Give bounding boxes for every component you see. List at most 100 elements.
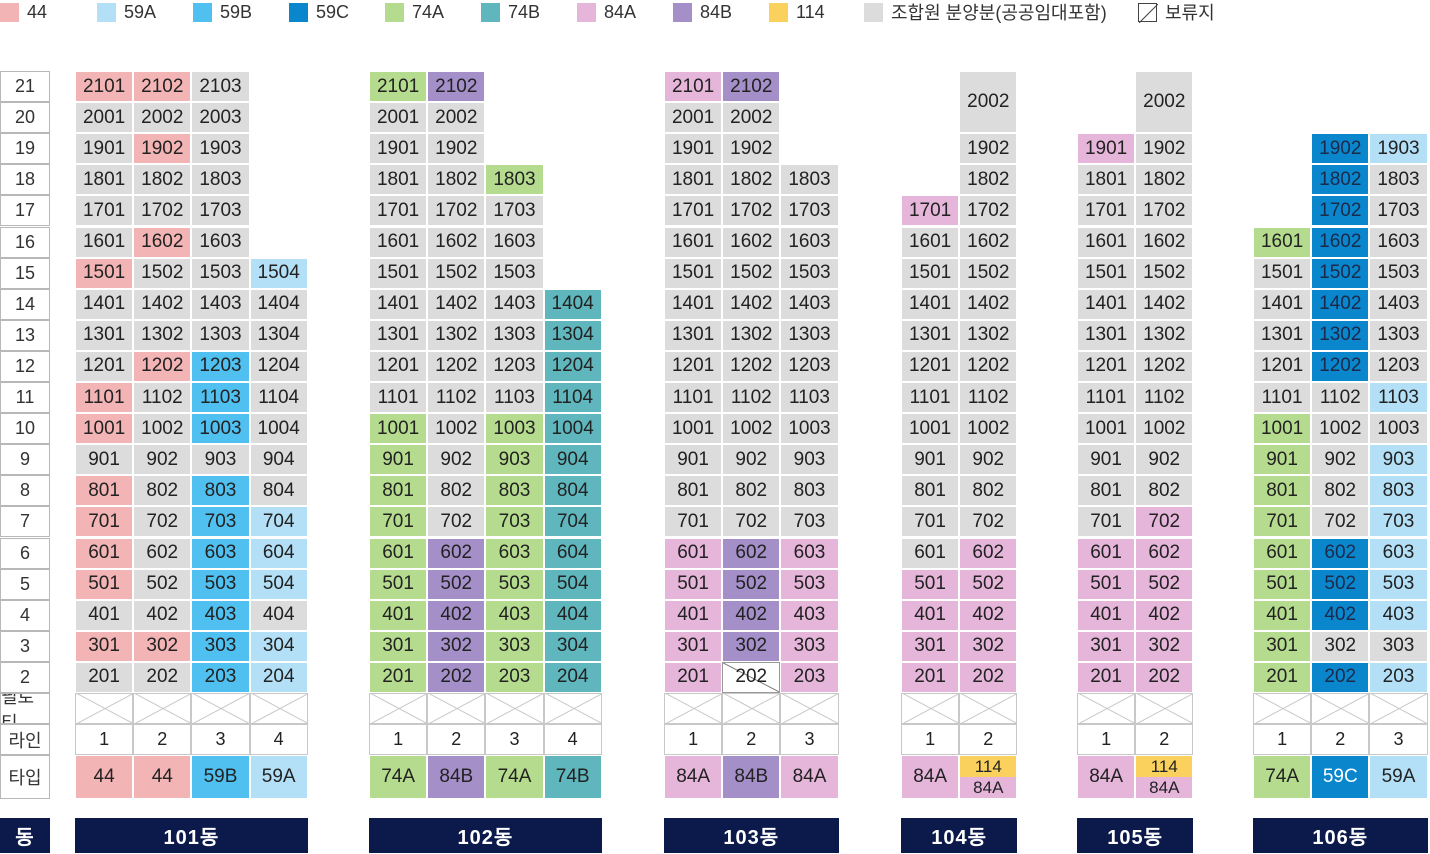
unit-cell[interactable]: 2002 (959, 71, 1018, 134)
unit-cell[interactable]: 1003 (191, 413, 250, 445)
unit-cell[interactable]: 1402 (133, 288, 192, 320)
unit-cell[interactable]: 1101 (75, 382, 134, 414)
unit-cell[interactable]: 803 (485, 475, 544, 507)
unit-cell[interactable]: 1902 (959, 133, 1018, 165)
unit-cell[interactable]: 1603 (191, 226, 250, 258)
unit-cell[interactable]: 801 (664, 475, 723, 507)
unit-cell[interactable]: 1401 (664, 288, 723, 320)
unit-cell[interactable]: 203 (1369, 661, 1428, 693)
unit-cell[interactable]: 1501 (1077, 257, 1136, 289)
unit-cell[interactable]: 1504 (249, 257, 308, 289)
unit-cell[interactable]: 302 (427, 630, 486, 662)
unit-cell[interactable]: 2002 (722, 102, 781, 134)
unit-cell[interactable]: 2002 (1135, 71, 1194, 134)
unit-cell[interactable]: 703 (191, 506, 250, 538)
unit-cell[interactable]: 1101 (369, 382, 428, 414)
unit-cell[interactable]: 503 (191, 568, 250, 600)
unit-cell[interactable]: 1302 (1311, 319, 1370, 351)
unit-cell[interactable]: 1402 (1311, 288, 1370, 320)
unit-cell[interactable]: 1701 (1077, 195, 1136, 227)
unit-cell[interactable]: 903 (191, 444, 250, 476)
unit-cell[interactable]: 1102 (1135, 382, 1194, 414)
unit-cell[interactable]: 601 (664, 537, 723, 569)
unit-cell[interactable]: 202 (427, 661, 486, 693)
unit-cell[interactable]: 804 (543, 475, 602, 507)
unit-cell[interactable]: 802 (1311, 475, 1370, 507)
unit-cell[interactable]: 401 (901, 599, 960, 631)
unit-cell[interactable]: 1703 (780, 195, 839, 227)
unit-cell[interactable]: 1102 (722, 382, 781, 414)
unit-cell[interactable]: 302 (722, 630, 781, 662)
unit-cell[interactable]: 1002 (133, 413, 192, 445)
unit-cell[interactable]: 1003 (780, 413, 839, 445)
unit-cell[interactable]: 2001 (75, 102, 134, 134)
unit-cell[interactable]: 1201 (75, 350, 134, 382)
unit-cell[interactable]: 602 (427, 537, 486, 569)
unit-cell[interactable]: 1501 (664, 257, 723, 289)
unit-cell[interactable]: 704 (543, 506, 602, 538)
unit-cell[interactable]: 203 (191, 661, 250, 693)
unit-cell[interactable]: 1701 (75, 195, 134, 227)
unit-cell[interactable]: 201 (1253, 661, 1312, 693)
unit-cell[interactable]: 1702 (1135, 195, 1194, 227)
unit-cell[interactable]: 601 (369, 537, 428, 569)
unit-cell[interactable]: 1001 (664, 413, 723, 445)
unit-cell[interactable]: 1501 (1253, 257, 1312, 289)
unit-cell[interactable]: 1203 (191, 350, 250, 382)
unit-cell[interactable]: 1603 (485, 226, 544, 258)
unit-cell[interactable]: 1701 (901, 195, 960, 227)
unit-cell[interactable]: 1201 (901, 350, 960, 382)
unit-cell[interactable]: 601 (75, 537, 134, 569)
unit-cell[interactable]: 602 (959, 537, 1018, 569)
unit-cell[interactable]: 1401 (369, 288, 428, 320)
unit-cell[interactable]: 403 (780, 599, 839, 631)
unit-cell[interactable]: 1601 (664, 226, 723, 258)
unit-cell[interactable]: 1202 (133, 350, 192, 382)
unit-cell[interactable]: 801 (901, 475, 960, 507)
unit-cell[interactable]: 401 (369, 599, 428, 631)
unit-cell[interactable]: 902 (1311, 444, 1370, 476)
unit-cell[interactable]: 901 (1253, 444, 1312, 476)
unit-cell[interactable]: 1701 (664, 195, 723, 227)
unit-cell[interactable]: 301 (1253, 630, 1312, 662)
unit-cell[interactable]: 1303 (191, 319, 250, 351)
unit-cell[interactable]: 902 (427, 444, 486, 476)
unit-cell[interactable]: 1102 (133, 382, 192, 414)
unit-cell[interactable]: 802 (1135, 475, 1194, 507)
unit-cell[interactable]: 804 (249, 475, 308, 507)
unit-cell[interactable]: 1903 (1369, 133, 1428, 165)
unit-cell[interactable]: 204 (249, 661, 308, 693)
unit-cell[interactable]: 701 (75, 506, 134, 538)
unit-cell[interactable]: 1601 (901, 226, 960, 258)
unit-cell[interactable]: 902 (959, 444, 1018, 476)
unit-cell[interactable]: 302 (1311, 630, 1370, 662)
unit-cell[interactable]: 502 (1311, 568, 1370, 600)
unit-cell[interactable]: 1202 (959, 350, 1018, 382)
unit-cell[interactable]: 1701 (369, 195, 428, 227)
unit-cell[interactable]: 404 (543, 599, 602, 631)
unit-cell[interactable]: 1602 (959, 226, 1018, 258)
unit-cell[interactable]: 702 (1135, 506, 1194, 538)
unit-cell[interactable]: 1403 (780, 288, 839, 320)
unit-cell[interactable]: 403 (485, 599, 544, 631)
unit-cell[interactable]: 801 (1077, 475, 1136, 507)
unit-cell[interactable]: 303 (780, 630, 839, 662)
unit-cell[interactable]: 2101 (664, 71, 723, 103)
unit-cell[interactable]: 1901 (1077, 133, 1136, 165)
unit-cell[interactable]: 801 (369, 475, 428, 507)
unit-cell[interactable]: 802 (959, 475, 1018, 507)
unit-cell[interactable]: 502 (427, 568, 486, 600)
unit-cell[interactable]: 303 (485, 630, 544, 662)
unit-cell[interactable]: 604 (249, 537, 308, 569)
unit-cell[interactable]: 1403 (1369, 288, 1428, 320)
unit-cell[interactable]: 603 (191, 537, 250, 569)
unit-cell[interactable]: 1004 (249, 413, 308, 445)
unit-cell[interactable]: 1502 (722, 257, 781, 289)
unit-cell[interactable]: 1802 (722, 164, 781, 196)
unit-cell[interactable]: 1302 (1135, 319, 1194, 351)
unit-cell[interactable]: 1802 (427, 164, 486, 196)
unit-cell[interactable]: 504 (249, 568, 308, 600)
unit-cell[interactable]: 1301 (1253, 319, 1312, 351)
unit-cell[interactable]: 1401 (75, 288, 134, 320)
unit-cell[interactable]: 601 (901, 537, 960, 569)
